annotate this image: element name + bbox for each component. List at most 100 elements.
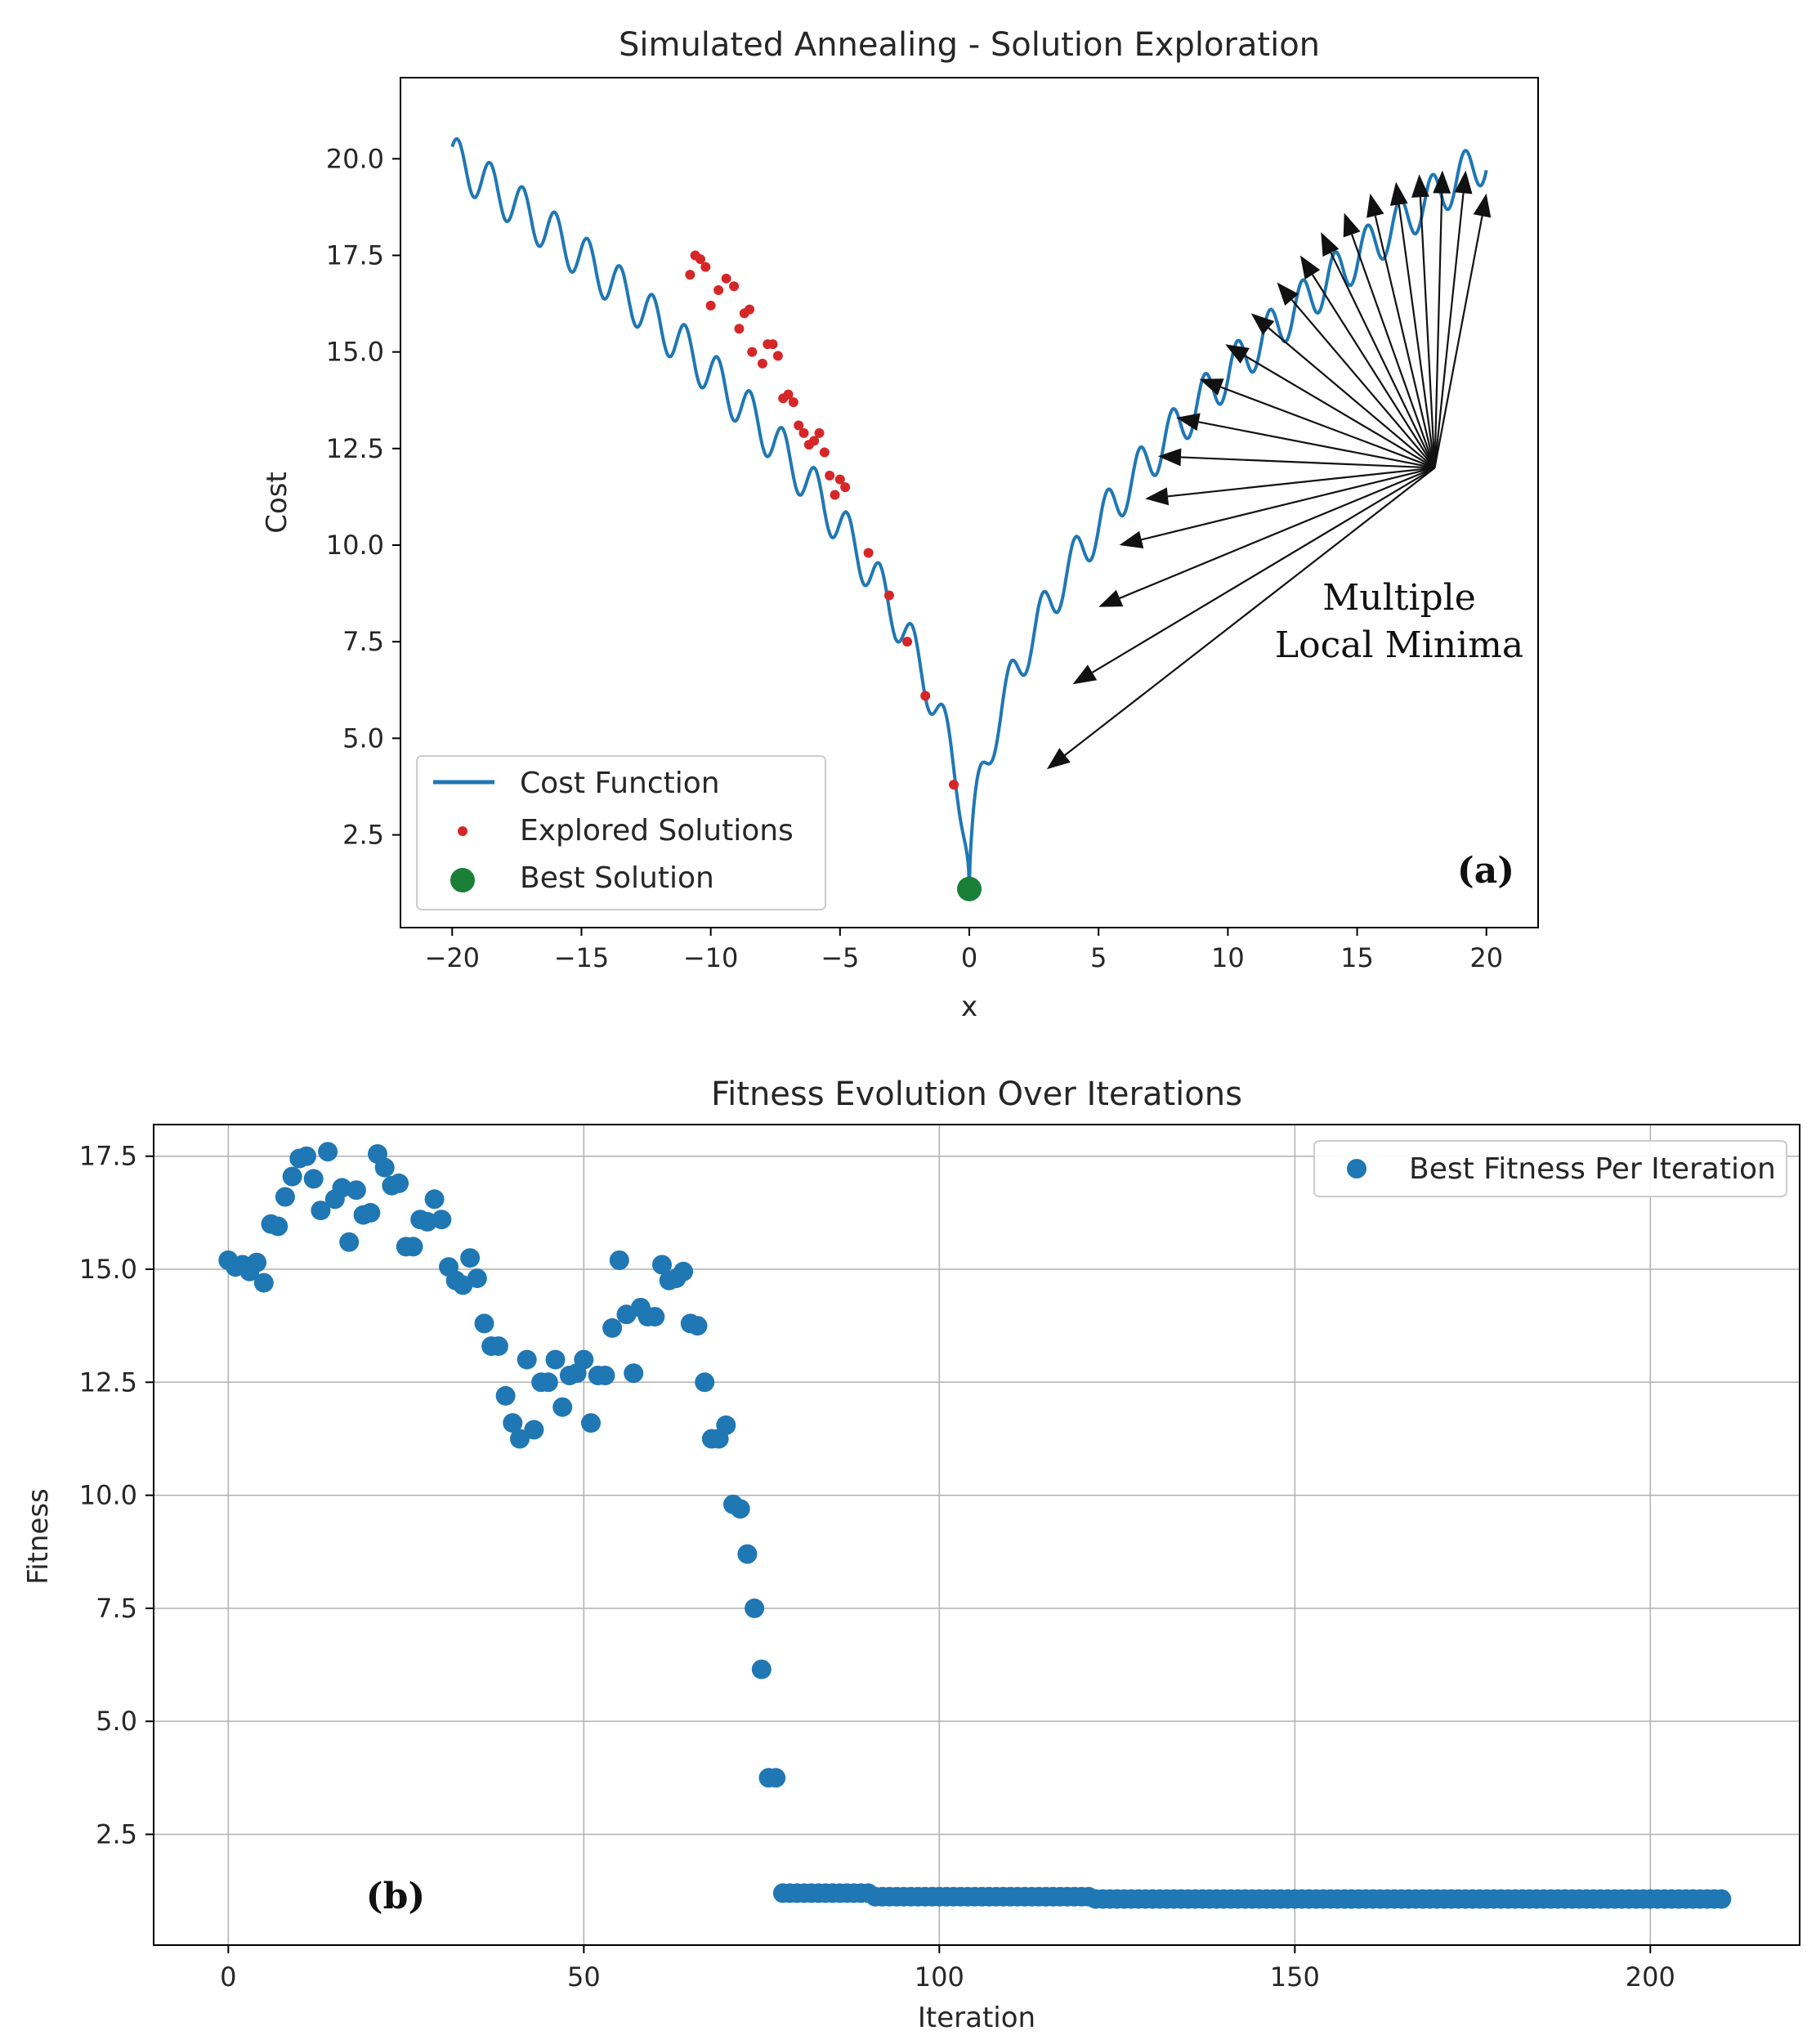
arrow-head bbox=[1145, 487, 1170, 506]
fitness-point bbox=[360, 1202, 381, 1223]
chart-a-x-ticks: −20 −15 −10 −5 0 5 10 15 20 bbox=[425, 928, 1503, 973]
explored-solution-point bbox=[830, 490, 840, 500]
x-tick-label: 150 bbox=[1270, 1961, 1320, 1993]
arrow-head bbox=[1299, 255, 1321, 280]
local-minimum-arrow bbox=[1398, 204, 1436, 468]
explored-solution-point bbox=[713, 285, 724, 295]
fitness-point bbox=[574, 1349, 594, 1370]
arrow-head bbox=[1225, 344, 1250, 364]
local-minimum-arrow bbox=[1311, 274, 1436, 469]
x-tick-label: 5 bbox=[1090, 942, 1107, 973]
fitness-point bbox=[624, 1363, 644, 1384]
local-minima-arrows bbox=[1046, 170, 1492, 770]
local-minimum-arrow bbox=[1351, 234, 1436, 468]
y-tick-label: 17.5 bbox=[326, 239, 384, 271]
fitness-point bbox=[538, 1372, 558, 1393]
local-minimum-arrow bbox=[1290, 299, 1436, 469]
y-tick-label: 12.5 bbox=[326, 433, 384, 464]
x-tick-label: 0 bbox=[220, 1961, 236, 1993]
legend-explored-swatch bbox=[458, 826, 467, 836]
local-minimum-arrow bbox=[1330, 252, 1436, 468]
local-minimum-arrow bbox=[1092, 467, 1436, 673]
x-tick-label: −5 bbox=[821, 942, 859, 973]
local-minimum-arrow bbox=[1119, 467, 1435, 599]
fitness-point bbox=[253, 1272, 274, 1293]
explored-solution-point bbox=[685, 270, 696, 280]
y-tick-label: 7.5 bbox=[96, 1593, 137, 1624]
y-tick-label: 10.0 bbox=[326, 530, 384, 561]
fitness-point bbox=[524, 1420, 544, 1440]
legend-cost-function: Cost Function bbox=[520, 767, 720, 800]
arrow-head bbox=[1119, 530, 1144, 548]
x-tick-label: 15 bbox=[1340, 942, 1374, 973]
panel-label-a: (a) bbox=[1457, 850, 1514, 892]
best-solution-point bbox=[957, 876, 982, 901]
panel-label-b: (b) bbox=[366, 1876, 425, 1917]
explored-solution-point bbox=[814, 427, 825, 438]
x-tick-label: 0 bbox=[961, 942, 977, 973]
fitness-point bbox=[297, 1146, 316, 1166]
fitness-point bbox=[595, 1366, 615, 1385]
explored-solution-point bbox=[840, 482, 851, 493]
explored-solution-point bbox=[949, 780, 959, 790]
chart-b: Fitness Evolution Over Iterations 0 50 100… bbox=[22, 1076, 1800, 2034]
chart-b-frame bbox=[153, 1124, 1800, 1946]
arrow-head bbox=[1157, 448, 1182, 467]
local-minimum-arrow bbox=[1141, 467, 1435, 541]
explored-solution-point bbox=[788, 397, 798, 408]
explored-solution-point bbox=[834, 474, 845, 485]
y-tick-label: 5.0 bbox=[342, 722, 384, 754]
explored-solution-point bbox=[819, 447, 830, 458]
fitness-point bbox=[1711, 1889, 1732, 1909]
explored-solution-point bbox=[902, 637, 913, 647]
fitness-point bbox=[766, 1768, 786, 1788]
explored-solution-point bbox=[729, 281, 740, 292]
arrow-head bbox=[1046, 748, 1071, 770]
chart-a: Simulated Annealing - Solution Explorati… bbox=[261, 26, 1539, 1023]
chart-a-legend: Cost Function Explored Solutions Best So… bbox=[416, 755, 826, 910]
y-tick-label: 12.5 bbox=[79, 1366, 137, 1398]
x-tick-label: −15 bbox=[554, 942, 610, 973]
y-tick-label: 17.5 bbox=[79, 1141, 137, 1172]
fitness-point bbox=[318, 1142, 338, 1162]
y-tick-label: 5.0 bbox=[96, 1706, 137, 1737]
fitness-point bbox=[652, 1255, 672, 1275]
arrow-head bbox=[1433, 170, 1451, 194]
fitness-point bbox=[374, 1157, 395, 1178]
local-minimum-arrow bbox=[1268, 327, 1436, 469]
explored-solution-point bbox=[745, 304, 755, 315]
fitness-point bbox=[303, 1169, 324, 1189]
fitness-point bbox=[552, 1397, 573, 1417]
explored-solution-point bbox=[920, 691, 931, 701]
chart-b-legend: Best Fitness Per Iteration bbox=[1313, 1140, 1787, 1197]
arrow-head bbox=[1176, 413, 1201, 432]
explored-solution-point bbox=[747, 347, 758, 357]
fitness-point bbox=[275, 1187, 295, 1207]
explored-solution-point bbox=[700, 262, 711, 272]
fitness-point bbox=[346, 1180, 366, 1201]
arrow-head bbox=[1366, 193, 1384, 218]
fitness-point bbox=[609, 1250, 629, 1270]
explored-solution-point bbox=[798, 427, 809, 438]
chart-b-plot-area bbox=[218, 1142, 1732, 1909]
fitness-point bbox=[645, 1307, 665, 1327]
explored-solution-point bbox=[734, 324, 745, 334]
fitness-point bbox=[488, 1336, 508, 1357]
fitness-point bbox=[282, 1166, 302, 1187]
annotation-line1: Multiple bbox=[1322, 577, 1476, 619]
fitness-point bbox=[673, 1261, 694, 1281]
x-tick-label: 100 bbox=[915, 1961, 964, 1993]
local-minimum-arrow bbox=[1198, 421, 1435, 469]
explored-solution-point bbox=[794, 420, 804, 431]
fitness-point bbox=[695, 1372, 715, 1393]
legend-best-fitness: Best Fitness Per Iteration bbox=[1409, 1152, 1776, 1186]
chart-b-ylabel: Fitness bbox=[22, 1488, 55, 1585]
explored-solution-point bbox=[772, 351, 783, 361]
fitness-point bbox=[503, 1413, 523, 1433]
legend-explored-solutions: Explored Solutions bbox=[520, 814, 794, 848]
chart-b-legend-box bbox=[1313, 1140, 1787, 1197]
local-minimum-arrow bbox=[1244, 355, 1436, 469]
fitness-point bbox=[495, 1385, 516, 1406]
local-minimum-arrow bbox=[1434, 193, 1465, 468]
x-tick-label: 50 bbox=[567, 1961, 601, 1993]
